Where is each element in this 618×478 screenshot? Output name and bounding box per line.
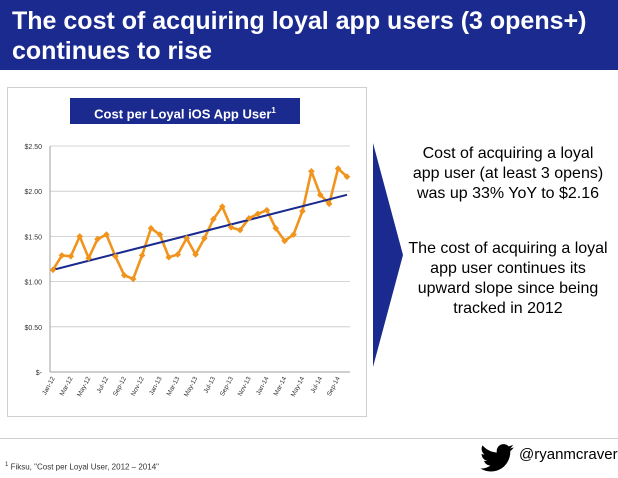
data-point — [165, 253, 173, 261]
slide-title: The cost of acquiring loyal app users (3… — [12, 7, 587, 65]
data-point — [343, 173, 351, 181]
x-tick-label: Nov-12 — [130, 375, 146, 397]
data-point — [156, 231, 164, 238]
data-point — [76, 233, 84, 240]
y-tick-label: $1.00 — [24, 280, 42, 287]
data-point — [147, 224, 155, 232]
x-tick-label: Jan-12 — [41, 375, 57, 396]
chart-panel — [7, 87, 367, 417]
data-point — [210, 215, 217, 223]
data-point — [201, 234, 208, 242]
x-tick-label: Jul-14 — [310, 375, 325, 394]
y-tick-label: $1.50 — [24, 234, 42, 241]
data-point — [334, 165, 342, 172]
header-banner: The cost of acquiring loyal app users (3… — [0, 0, 618, 70]
chart-title-text: Cost per Loyal iOS App User — [94, 106, 272, 122]
chart-title: Cost per Loyal iOS App User1 — [70, 98, 300, 124]
x-tick-label: Nov-13 — [237, 375, 253, 397]
data-point — [192, 251, 199, 258]
data-point — [316, 191, 324, 199]
y-tick-label: $2.50 — [24, 144, 42, 151]
chart-title-superscript: 1 — [271, 106, 276, 115]
y-tick-label: $0.50 — [24, 325, 42, 332]
data-point — [183, 234, 190, 242]
data-point — [272, 224, 280, 232]
data-point — [174, 251, 182, 258]
data-point — [263, 206, 271, 214]
data-point — [290, 231, 297, 238]
callout-trend: The cost of acquiring a loyal app user c… — [408, 240, 608, 317]
x-tick-label: Jan-13 — [148, 375, 164, 396]
data-point — [120, 271, 128, 279]
x-tick-label: Sep-12 — [112, 375, 128, 397]
data-point — [49, 266, 57, 274]
twitter-handle: @ryanmcraver — [519, 446, 618, 463]
data-point — [325, 200, 333, 208]
data-point — [254, 210, 262, 218]
data-point — [129, 275, 137, 283]
data-point — [94, 235, 101, 243]
footer-divider — [0, 438, 618, 439]
series-line — [51, 167, 348, 281]
x-tick-label: Mar-13 — [166, 375, 182, 397]
twitter-bird-icon — [480, 444, 514, 472]
trendline — [52, 193, 348, 271]
x-tick-label: Sep-13 — [219, 375, 235, 397]
data-point — [218, 203, 226, 210]
right-arrow-icon — [373, 143, 403, 367]
data-point — [85, 254, 92, 262]
footnote-marker: 1 — [5, 462, 9, 468]
y-tick-label: $- — [36, 370, 43, 377]
x-tick-label: Mar-14 — [273, 375, 289, 397]
data-point — [138, 252, 146, 259]
y-tick-label: $2.00 — [24, 189, 42, 196]
x-tick-label: May-14 — [290, 375, 307, 398]
x-tick-label: Jan-14 — [255, 375, 271, 396]
data-point — [245, 215, 253, 222]
data-point — [299, 207, 306, 215]
data-point — [112, 252, 119, 260]
x-tick-label: Jul-13 — [203, 375, 218, 394]
data-point — [67, 252, 75, 260]
footnote-text: Fiksu, "Cost per Loyal User, 2012 – 2014… — [8, 462, 159, 472]
data-point — [58, 252, 66, 259]
data-point — [103, 231, 110, 238]
x-tick-label: Sep-14 — [326, 375, 342, 397]
data-point — [308, 168, 315, 175]
callout-yoy: Cost of acquiring a loyal app user (at l… — [412, 145, 604, 202]
footnote: 1 Fiksu, "Cost per Loyal User, 2012 – 20… — [5, 462, 159, 472]
x-tick-label: May-12 — [76, 375, 93, 398]
data-point — [281, 237, 288, 245]
data-point — [227, 224, 235, 231]
x-tick-label: Jul-12 — [96, 375, 111, 394]
data-point — [236, 226, 244, 234]
x-tick-label: Mar-12 — [59, 375, 75, 397]
x-tick-label: May-13 — [183, 375, 200, 398]
